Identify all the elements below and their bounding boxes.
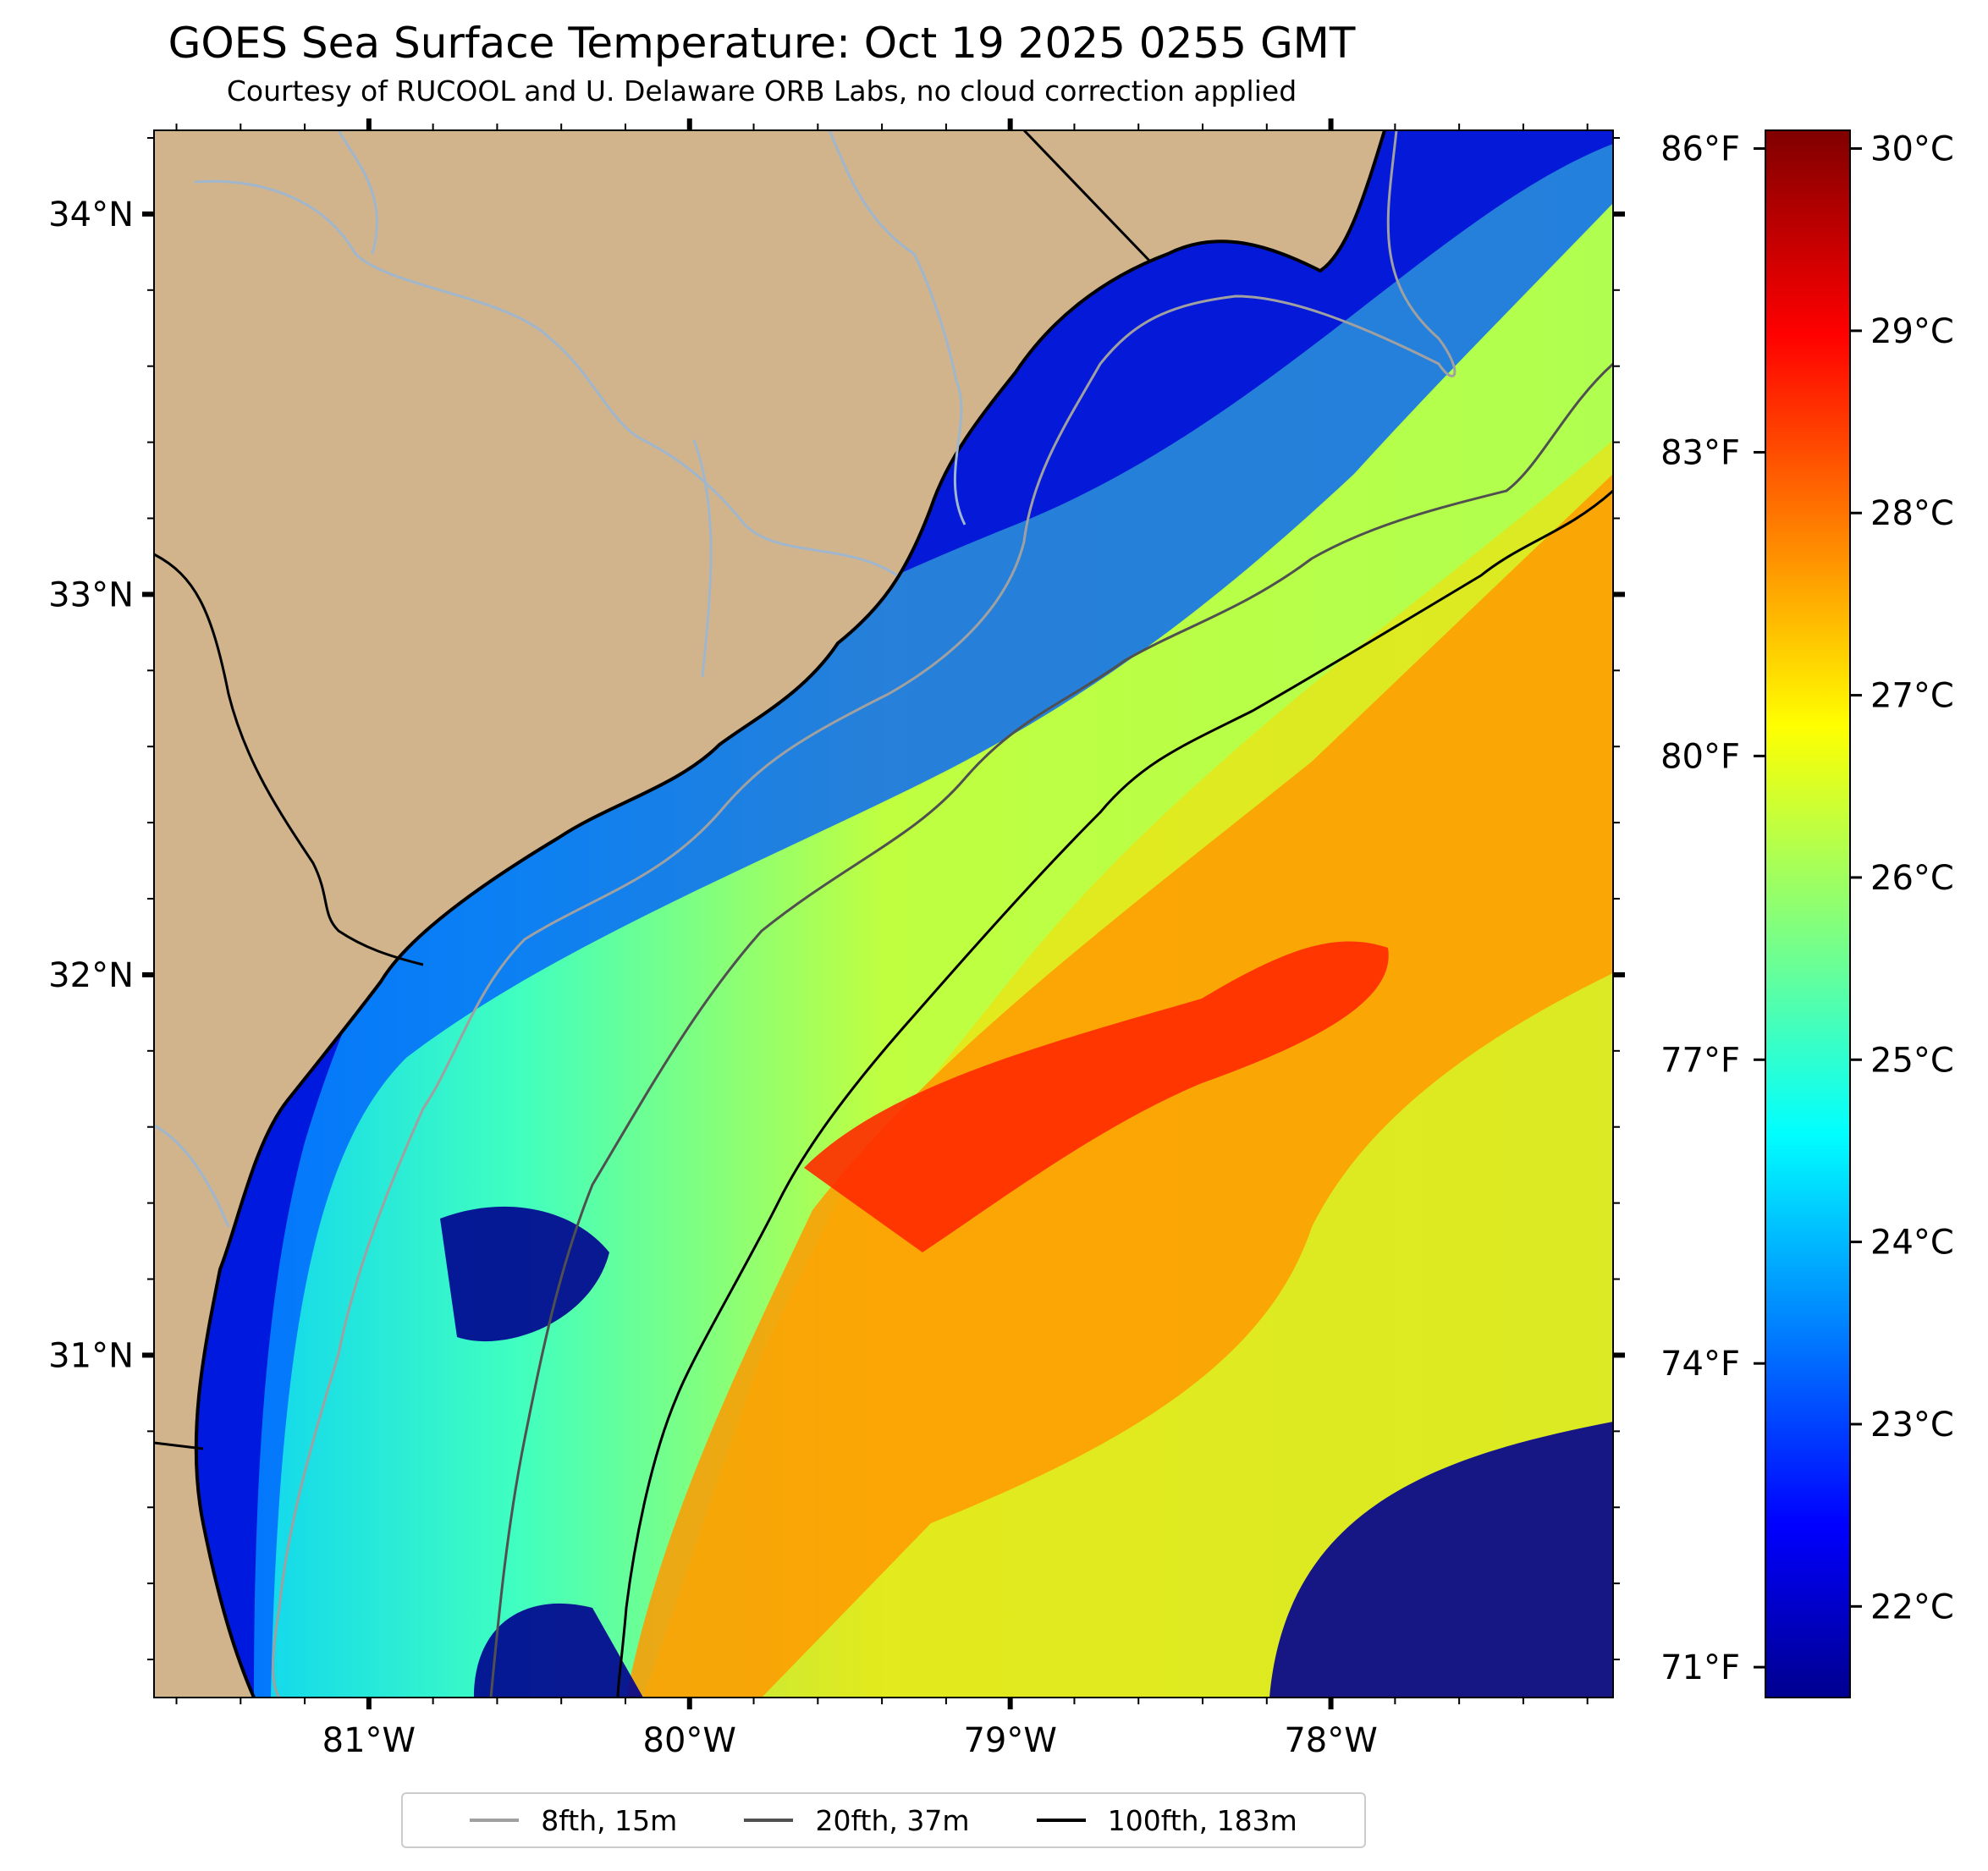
map-subtitle: Courtesy of RUCOOL and U. Delaware ORB L…: [226, 74, 1297, 107]
celsius-label-24C: 24°C: [1870, 1224, 1954, 1263]
legend-item-20fth: 20fth, 37m: [744, 1804, 969, 1837]
fahrenheit-label-86F: 86°F: [1660, 130, 1740, 169]
lat-tick-label-34N: 34°N: [48, 195, 134, 234]
map-frame: [153, 129, 1614, 1698]
colorbar-ticks: 22°C 23°C 24°C 25°C 26°C 27°C 28°C 29°C 30°C 71°F…: [1660, 130, 1954, 1688]
lon-tick-label-78W: 78°W: [1284, 1721, 1377, 1760]
fahrenheit-label-80F: 80°F: [1660, 737, 1740, 776]
fahrenheit-label-83F: 83°F: [1660, 433, 1740, 472]
legend-item-8fth: 8fth, 15m: [470, 1804, 677, 1837]
legend-swatch-20fth: [744, 1819, 794, 1822]
lat-tick-label-33N: 33°N: [48, 575, 134, 614]
legend-item-100fth: 100fth, 183m: [1036, 1803, 1297, 1837]
isobath-legend: 8fth, 15m 20fth, 37m 100fth, 183m: [401, 1792, 1366, 1848]
celsius-label-23C: 23°C: [1870, 1406, 1954, 1445]
map-area: [154, 130, 1613, 1698]
fahrenheit-label-77F: 77°F: [1660, 1041, 1740, 1080]
celsius-label-25C: 25°C: [1870, 1041, 1954, 1080]
colorbar: [1765, 129, 1851, 1698]
state-border: [154, 130, 1153, 966]
legend-swatch-100fth: [1036, 1819, 1086, 1822]
lat-tick-label-32N: 32°N: [48, 956, 134, 995]
map-title: GOES Sea Surface Temperature: Oct 19 202…: [168, 19, 1356, 68]
celsius-label-28C: 28°C: [1870, 494, 1954, 533]
isobath-100fth-line: [616, 489, 1613, 1698]
lon-tick-label-81W: 81°W: [322, 1721, 416, 1760]
celsius-label-27C: 27°C: [1870, 677, 1954, 716]
cold-eddies-south: [440, 1206, 1613, 1698]
coastline: [194, 130, 1386, 1698]
lon-tick-label-80W: 80°W: [643, 1721, 736, 1760]
celsius-label-22C: 22°C: [1870, 1588, 1954, 1626]
celsius-label-29C: 29°C: [1870, 312, 1954, 351]
celsius-label-26C: 26°C: [1870, 859, 1954, 898]
lat-tick-label-31N: 31°N: [48, 1336, 134, 1375]
legend-label-8fth: 8fth, 15m: [541, 1803, 678, 1837]
legend-swatch-8fth: [470, 1819, 520, 1822]
legend-label-20fth: 20fth, 37m: [815, 1803, 970, 1837]
celsius-label-30C: 30°C: [1870, 130, 1954, 169]
state-border-south: [154, 1441, 204, 1450]
legend-label-100fth: 100fth, 183m: [1107, 1803, 1297, 1837]
fahrenheit-label-74F: 74°F: [1660, 1345, 1740, 1384]
lon-tick-label-79W: 79°W: [963, 1721, 1056, 1760]
isobath-20fth-line: [489, 362, 1613, 1698]
land: [154, 130, 1385, 1698]
rivers: [154, 130, 966, 1228]
hot-core: [804, 941, 1389, 1252]
map-axis-ticks: 81°W 80°W 79°W 78°W 31°N 32°N 33°N 34°N: [48, 118, 1625, 1760]
fahrenheit-label-71F: 71°F: [1660, 1648, 1740, 1687]
isobath-8fth-line: [272, 130, 1457, 1698]
